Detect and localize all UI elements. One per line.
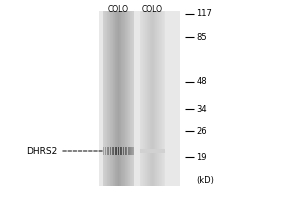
Text: 34: 34 (196, 105, 207, 114)
Bar (146, 11, 147, 186)
Bar (128, 11, 129, 186)
Bar (140, 149, 165, 153)
Bar (112, 11, 113, 186)
Bar (122, 147, 124, 155)
Bar (121, 147, 122, 155)
Bar (142, 11, 143, 186)
Text: (kD): (kD) (196, 176, 214, 184)
Bar (132, 11, 133, 186)
Bar (113, 147, 115, 155)
Bar (116, 147, 118, 155)
Bar (160, 11, 161, 186)
Bar (143, 11, 144, 186)
Bar (159, 11, 160, 186)
Bar (153, 11, 154, 186)
Bar (118, 147, 119, 155)
Bar (122, 11, 123, 186)
Bar (154, 11, 155, 186)
Bar (155, 11, 156, 186)
Bar (121, 11, 122, 186)
Bar (133, 11, 134, 186)
Bar (147, 11, 148, 186)
Bar (163, 11, 164, 186)
Bar (104, 11, 105, 186)
Bar (111, 11, 112, 186)
Bar (106, 11, 107, 186)
Text: DHRS2: DHRS2 (26, 146, 57, 156)
Text: 19: 19 (196, 153, 207, 162)
Bar (150, 11, 151, 186)
Bar (108, 11, 109, 186)
Bar (118, 11, 119, 186)
Bar (110, 11, 111, 186)
Bar (126, 11, 127, 186)
Bar (99, 11, 180, 186)
Bar (125, 147, 127, 155)
Bar (148, 11, 149, 186)
Bar (107, 147, 109, 155)
Bar (112, 147, 113, 155)
Bar (144, 11, 145, 186)
Bar (118, 11, 119, 186)
Bar (103, 11, 104, 186)
Bar (157, 11, 158, 186)
Bar (107, 11, 108, 186)
Bar (115, 147, 116, 155)
Bar (117, 11, 118, 186)
Text: 48: 48 (196, 77, 207, 86)
Text: 85: 85 (196, 32, 207, 42)
Text: COLO: COLO (108, 5, 129, 14)
Bar (140, 11, 141, 186)
Bar (120, 11, 121, 186)
Text: 26: 26 (196, 127, 207, 136)
Bar (106, 147, 107, 155)
Bar (129, 11, 130, 186)
Bar (119, 147, 121, 155)
Bar (123, 11, 124, 186)
Bar (162, 11, 163, 186)
Bar (141, 11, 142, 186)
Bar (151, 11, 152, 186)
Bar (152, 11, 153, 186)
Bar (156, 11, 157, 186)
Bar (131, 147, 133, 155)
Bar (130, 147, 131, 155)
Bar (124, 147, 125, 155)
Text: 117: 117 (196, 9, 212, 19)
Bar (125, 11, 126, 186)
Bar (161, 11, 162, 186)
Bar (105, 11, 106, 186)
Bar (110, 147, 112, 155)
Bar (109, 147, 110, 155)
Bar (131, 11, 132, 186)
Bar (133, 147, 134, 155)
Bar (119, 11, 120, 186)
Bar (145, 11, 146, 186)
Bar (130, 11, 131, 186)
Bar (115, 11, 116, 186)
Bar (158, 11, 159, 186)
Bar (114, 11, 115, 186)
Bar (113, 11, 114, 186)
Bar (104, 147, 106, 155)
Text: COLO: COLO (142, 5, 163, 14)
Bar (127, 147, 128, 155)
Bar (124, 11, 125, 186)
Bar (116, 11, 117, 186)
Bar (128, 147, 130, 155)
Bar (118, 147, 119, 155)
Bar (149, 11, 150, 186)
Bar (103, 147, 104, 155)
Bar (164, 11, 165, 186)
